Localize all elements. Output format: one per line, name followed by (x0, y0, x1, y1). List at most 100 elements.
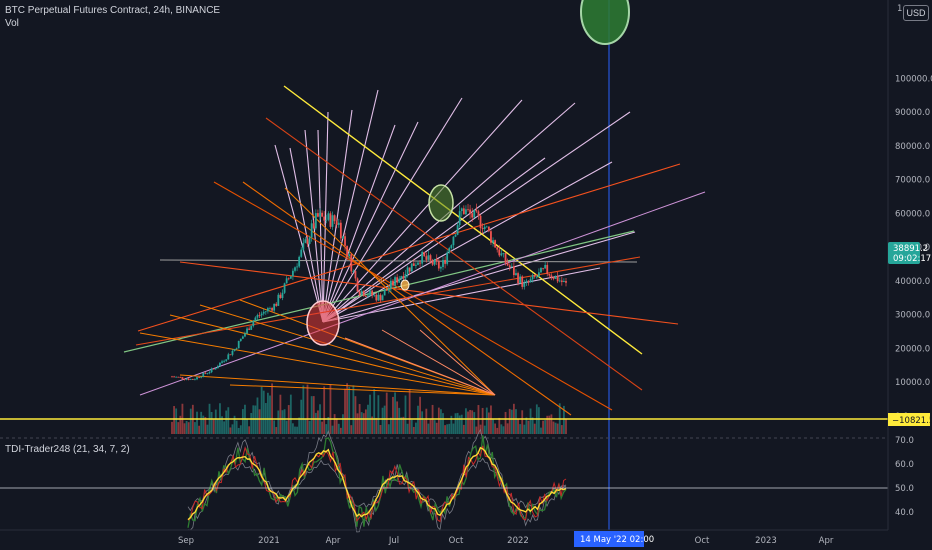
candle-body[interactable] (246, 328, 248, 334)
candle-body[interactable] (502, 253, 505, 254)
candle-body[interactable] (387, 288, 390, 291)
candle-body[interactable] (254, 317, 257, 322)
candle-body[interactable] (379, 294, 382, 301)
trend-line[interactable] (322, 99, 523, 323)
candle-body[interactable] (440, 267, 442, 269)
trend-line[interactable] (284, 187, 496, 396)
candle-body[interactable] (356, 278, 359, 292)
candle-body[interactable] (415, 264, 417, 266)
candle-body[interactable] (362, 290, 365, 297)
trend-line[interactable] (274, 144, 324, 323)
candle-body[interactable] (531, 275, 534, 280)
candle-body[interactable] (535, 276, 538, 278)
candle-body[interactable] (517, 273, 519, 284)
candle-body[interactable] (548, 273, 551, 276)
candle-body[interactable] (412, 263, 415, 266)
candle-body[interactable] (525, 280, 528, 283)
trend-line[interactable] (322, 231, 636, 323)
candle-body[interactable] (398, 278, 401, 283)
candle-body[interactable] (469, 209, 472, 214)
candle-body[interactable] (540, 267, 542, 273)
candle-body[interactable] (200, 376, 203, 378)
candle-body[interactable] (335, 221, 338, 225)
candle-body[interactable] (264, 311, 267, 313)
candle-body[interactable] (187, 378, 190, 380)
trend-line[interactable] (317, 129, 324, 323)
trend-line[interactable] (322, 121, 419, 323)
candle-body[interactable] (285, 278, 288, 284)
candle-body[interactable] (371, 290, 374, 296)
candle-body[interactable] (431, 259, 434, 265)
candle-body[interactable] (373, 294, 376, 296)
candle-body[interactable] (281, 292, 284, 298)
candle-body[interactable] (452, 236, 455, 246)
candle-body[interactable] (515, 273, 517, 276)
candle-body[interactable] (481, 228, 484, 230)
trend-line[interactable] (137, 163, 681, 332)
candle-body[interactable] (173, 376, 175, 378)
candle-body[interactable] (329, 213, 332, 227)
candle-body[interactable] (262, 311, 265, 314)
candle-body[interactable] (417, 262, 419, 265)
candle-body[interactable] (554, 276, 557, 279)
candle-body[interactable] (196, 377, 198, 380)
candle-body[interactable] (475, 209, 478, 212)
candle-body[interactable] (546, 264, 549, 274)
candle-body[interactable] (223, 360, 226, 362)
candle-body[interactable] (500, 253, 503, 256)
candle-body[interactable] (239, 338, 242, 341)
candle-body[interactable] (321, 212, 323, 217)
trend-line[interactable] (242, 181, 572, 416)
trend-line[interactable] (265, 117, 643, 391)
volume-legend[interactable]: Vol (5, 18, 19, 29)
candle-body[interactable] (437, 261, 440, 269)
trend-line[interactable] (322, 109, 353, 323)
candle-body[interactable] (185, 378, 188, 380)
trend-line[interactable] (229, 384, 496, 396)
candle-body[interactable] (425, 256, 428, 260)
candle-body[interactable] (279, 294, 282, 298)
candle-body[interactable] (498, 249, 501, 256)
candle-body[interactable] (560, 280, 563, 282)
candle-body[interactable] (496, 247, 499, 250)
candle-body[interactable] (542, 267, 544, 269)
candle-body[interactable] (189, 379, 192, 380)
candle-body[interactable] (427, 255, 430, 260)
candle-body[interactable] (342, 236, 344, 239)
candle-body[interactable] (521, 276, 524, 287)
candle-body[interactable] (248, 328, 251, 330)
candle-body[interactable] (450, 245, 453, 249)
trend-line[interactable] (159, 259, 638, 263)
candle-body[interactable] (206, 373, 209, 374)
candle-body[interactable] (225, 359, 228, 361)
candle-body[interactable] (241, 336, 244, 339)
candle-body[interactable] (348, 254, 351, 257)
candle-body[interactable] (442, 259, 444, 268)
candle-body[interactable] (404, 273, 407, 279)
candle-body[interactable] (298, 256, 301, 267)
trend-line[interactable] (419, 329, 496, 396)
candle-body[interactable] (327, 213, 330, 220)
candle-body[interactable] (556, 276, 559, 282)
candle-body[interactable] (337, 222, 340, 225)
time-axis[interactable]: Sep 2021 Apr Jul Oct 2022 Oct 2023 Apr (178, 536, 834, 546)
candle-body[interactable] (331, 215, 334, 227)
candle-body[interactable] (519, 276, 522, 284)
candle-body[interactable] (490, 231, 492, 243)
candle-body[interactable] (292, 270, 294, 277)
candle-body[interactable] (314, 213, 317, 229)
candle-body[interactable] (212, 368, 215, 370)
candle-body[interactable] (214, 368, 217, 370)
candle-body[interactable] (266, 308, 269, 312)
candle-body[interactable] (289, 276, 292, 279)
candle-body[interactable] (444, 259, 446, 264)
candle-body[interactable] (177, 376, 180, 378)
candle-body[interactable] (367, 295, 369, 297)
candle-body[interactable] (202, 372, 205, 377)
candle-body[interactable] (287, 278, 290, 280)
candle-body[interactable] (294, 267, 296, 271)
candle-body[interactable] (410, 263, 413, 272)
trend-line[interactable] (344, 337, 496, 396)
candle-body[interactable] (381, 295, 384, 301)
